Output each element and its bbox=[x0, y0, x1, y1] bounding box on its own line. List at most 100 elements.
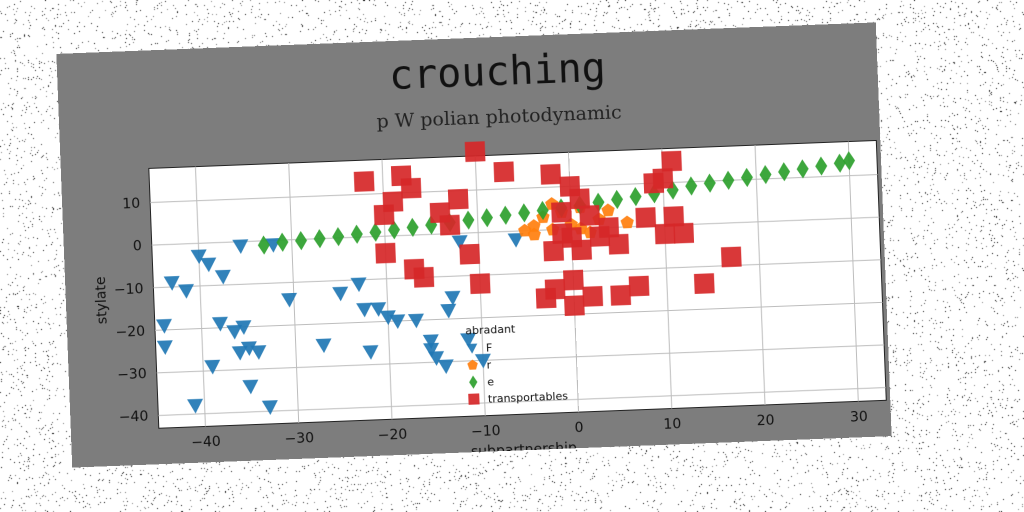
square-marker bbox=[543, 240, 564, 262]
diamond-marker bbox=[276, 232, 289, 252]
diamond-marker bbox=[257, 235, 270, 255]
square-marker bbox=[635, 207, 657, 228]
square-marker bbox=[447, 188, 469, 210]
diamond-marker bbox=[740, 167, 753, 188]
y-tick-label: −20 bbox=[115, 324, 145, 341]
diamond-marker bbox=[313, 229, 326, 249]
triangle-marker bbox=[232, 239, 249, 254]
chart-subtitle: p W polian photodynamic bbox=[376, 101, 622, 132]
diamond-marker bbox=[369, 222, 382, 242]
y-grid-line bbox=[156, 344, 885, 374]
legend-label: e bbox=[487, 375, 494, 388]
triangle-marker bbox=[422, 334, 439, 349]
legend-label: F bbox=[486, 341, 493, 354]
diamond-marker bbox=[815, 156, 828, 176]
data-points bbox=[155, 141, 856, 415]
scatter-chart: crouching p W polian photodynamic −40 −30… bbox=[93, 45, 887, 460]
square-marker bbox=[459, 243, 481, 265]
chart-title: crouching bbox=[388, 45, 606, 99]
x-tick-label: 10 bbox=[663, 416, 681, 433]
square-marker bbox=[598, 217, 620, 238]
square-marker bbox=[569, 188, 591, 210]
square-marker bbox=[693, 273, 715, 294]
diamond-marker bbox=[778, 162, 791, 182]
triangle-marker bbox=[370, 302, 387, 317]
diamond-marker bbox=[480, 208, 493, 228]
triangle-marker bbox=[250, 345, 267, 360]
triangle-marker bbox=[204, 359, 221, 375]
triangle-marker bbox=[440, 303, 457, 319]
triangle-marker bbox=[356, 302, 373, 318]
triangle-marker bbox=[226, 324, 243, 340]
triangle-marker bbox=[235, 320, 252, 335]
diamond-marker bbox=[685, 176, 698, 196]
square-marker bbox=[493, 161, 515, 183]
series-3 bbox=[353, 141, 742, 317]
diamond-marker bbox=[629, 187, 642, 207]
chart-figure: crouching p W polian photodynamic −40 −30… bbox=[56, 22, 892, 468]
square-marker bbox=[551, 223, 573, 244]
x-tick-label: 0 bbox=[574, 420, 584, 436]
y-axis-label: stylate bbox=[93, 276, 111, 324]
square-marker bbox=[373, 204, 395, 226]
diamond-marker bbox=[425, 215, 438, 235]
diamond-marker bbox=[759, 165, 772, 185]
legend-label: transportables bbox=[488, 389, 569, 405]
triangle-marker bbox=[444, 290, 461, 306]
triangle-marker bbox=[163, 276, 180, 291]
triangle-marker bbox=[507, 232, 524, 248]
plot-area bbox=[148, 139, 887, 429]
triangle-marker bbox=[187, 398, 204, 414]
diamond-marker bbox=[469, 375, 478, 389]
legend-title: abradant bbox=[465, 322, 516, 337]
triangle-marker bbox=[200, 257, 217, 273]
x-tick-label: −20 bbox=[378, 427, 408, 444]
triangle-marker bbox=[156, 340, 173, 355]
triangle-marker bbox=[261, 400, 278, 415]
triangle-marker bbox=[379, 310, 396, 326]
square-marker bbox=[439, 214, 461, 236]
square-marker bbox=[535, 287, 557, 309]
triangle-marker bbox=[423, 342, 440, 358]
diamond-marker bbox=[833, 153, 846, 173]
diamond-marker bbox=[332, 227, 345, 247]
square-marker bbox=[652, 168, 674, 189]
y-grid-line bbox=[155, 301, 883, 331]
triangle-marker bbox=[281, 292, 298, 308]
x-grid-line bbox=[754, 145, 766, 405]
diamond-marker bbox=[611, 189, 624, 210]
square-marker bbox=[582, 286, 604, 307]
square-marker bbox=[464, 141, 486, 163]
square-marker bbox=[673, 222, 695, 244]
square-marker bbox=[720, 246, 742, 268]
triangle-marker bbox=[466, 343, 478, 354]
triangle-marker bbox=[428, 351, 445, 366]
triangle-marker bbox=[190, 249, 207, 265]
square-marker bbox=[654, 223, 676, 245]
y-grid-line bbox=[158, 387, 886, 416]
axis-ticks: −40 −30 −20 −10 0 10 20 30 −40 −30 −20 −10 0 10 bbox=[114, 196, 868, 451]
square-marker bbox=[400, 177, 422, 199]
square-marker bbox=[353, 171, 375, 192]
diamond-marker bbox=[388, 220, 401, 240]
triangle-marker bbox=[240, 341, 257, 356]
triangle-marker bbox=[315, 338, 332, 354]
triangle-marker bbox=[242, 379, 259, 395]
diamond-marker bbox=[295, 231, 308, 251]
y-grid-line bbox=[150, 174, 878, 203]
square-marker bbox=[563, 269, 584, 291]
pentagon-marker bbox=[527, 227, 541, 241]
pentagon-marker bbox=[527, 219, 541, 232]
square-marker bbox=[540, 163, 562, 185]
x-tick-label: 20 bbox=[756, 413, 774, 430]
diamond-marker bbox=[350, 224, 363, 244]
square-marker bbox=[468, 393, 480, 405]
triangle-marker bbox=[437, 359, 454, 375]
y-tick-label: 10 bbox=[122, 196, 140, 213]
diamond-marker bbox=[462, 210, 475, 230]
square-marker bbox=[551, 201, 572, 223]
triangle-marker bbox=[214, 269, 231, 285]
pentagon-marker bbox=[467, 359, 478, 370]
square-marker bbox=[579, 205, 600, 226]
